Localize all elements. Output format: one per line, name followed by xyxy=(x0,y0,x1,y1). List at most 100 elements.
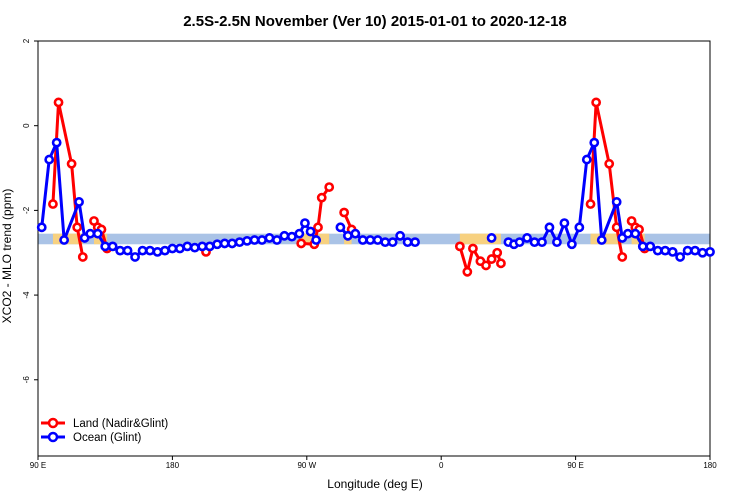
data-point xyxy=(257,235,267,245)
data-point xyxy=(100,241,111,252)
data-point xyxy=(604,158,615,169)
x-tick-label: 180 xyxy=(166,461,180,470)
data-point xyxy=(234,237,245,248)
data-point xyxy=(454,241,465,252)
data-point xyxy=(462,266,473,277)
data-point xyxy=(675,252,686,262)
data-point xyxy=(637,241,648,252)
data-point xyxy=(342,230,353,241)
data-point xyxy=(697,247,708,258)
data-point xyxy=(92,228,103,239)
data-point xyxy=(690,245,700,256)
y-tick-label: -4 xyxy=(22,291,31,299)
data-point xyxy=(552,237,562,248)
data-point xyxy=(227,238,238,249)
y-tick-label: 0 xyxy=(22,123,31,128)
data-point xyxy=(107,241,118,252)
series-layer xyxy=(36,97,715,277)
x-axis-label: Longitude (deg E) xyxy=(327,477,422,491)
data-point xyxy=(522,233,532,243)
data-point xyxy=(316,192,327,203)
data-point xyxy=(492,247,503,258)
data-point xyxy=(335,222,346,233)
x-tick-label: 90 E xyxy=(30,461,46,470)
data-point xyxy=(617,252,628,262)
x-tick-label: 90 E xyxy=(567,461,583,470)
data-point xyxy=(296,238,307,249)
data-point xyxy=(682,245,693,256)
data-point xyxy=(365,235,376,245)
y-axis-label: XCO2 - MLO trend (ppm) xyxy=(0,189,14,324)
data-point xyxy=(174,243,185,254)
legend-land-marker xyxy=(47,417,59,429)
data-point xyxy=(585,199,596,209)
data-point xyxy=(486,254,497,264)
legend-ocean-label: Ocean (Glint) xyxy=(73,432,142,444)
data-point xyxy=(300,218,310,228)
data-point xyxy=(264,233,275,243)
data-point xyxy=(402,237,413,248)
x-tick-label: 180 xyxy=(703,461,717,470)
data-point xyxy=(44,154,55,165)
legend-land-label: Land (Nadir&Glint) xyxy=(73,418,168,430)
data-point xyxy=(645,241,656,252)
data-point xyxy=(115,245,126,256)
series-ocean xyxy=(36,137,715,262)
data-point xyxy=(514,237,525,248)
data-point xyxy=(339,207,350,218)
data-point xyxy=(294,228,305,239)
data-point xyxy=(559,218,570,228)
data-point xyxy=(596,235,607,245)
data-point xyxy=(667,246,678,257)
data-point xyxy=(72,222,83,233)
data-point xyxy=(197,241,208,252)
data-point xyxy=(529,237,540,248)
data-point xyxy=(622,228,633,239)
data-point xyxy=(77,252,88,262)
data-point xyxy=(279,230,290,241)
data-point xyxy=(380,237,391,248)
data-point xyxy=(387,237,398,248)
axis-ticks: 90 E 180 90 W 0 90 E 180 2 0 -2 -4 -6 xyxy=(22,38,717,470)
data-point xyxy=(36,222,47,233)
data-point xyxy=(591,97,602,108)
data-point xyxy=(145,245,155,256)
data-point xyxy=(652,245,663,256)
legend: Land (Nadir&Glint) Ocean (Glint) xyxy=(41,417,168,444)
data-point xyxy=(242,235,252,246)
data-point xyxy=(66,158,77,169)
data-point xyxy=(160,245,170,256)
data-point xyxy=(410,237,420,248)
data-point xyxy=(305,226,316,237)
data-point xyxy=(324,182,335,192)
data-point xyxy=(496,258,506,269)
data-point xyxy=(152,246,163,257)
data-point xyxy=(566,239,577,250)
data-point xyxy=(630,228,641,239)
data-point xyxy=(357,235,368,245)
data-point xyxy=(59,235,70,245)
data-point xyxy=(486,233,497,243)
data-point xyxy=(272,235,282,245)
data-point xyxy=(204,241,215,252)
x-tick-label: 90 W xyxy=(297,461,316,470)
data-point xyxy=(589,137,600,148)
data-point xyxy=(85,228,96,239)
y-tick-label: -6 xyxy=(22,376,31,384)
data-point xyxy=(581,154,592,165)
data-point xyxy=(182,241,193,252)
data-point xyxy=(705,246,715,257)
data-point xyxy=(660,245,671,256)
data-point xyxy=(481,260,491,271)
data-point xyxy=(395,230,406,241)
data-point xyxy=(53,97,64,108)
data-point xyxy=(372,235,383,245)
data-point xyxy=(189,242,200,253)
chart-title: 2.5S-2.5N November (Ver 10) 2015-01-01 t… xyxy=(183,13,567,30)
data-point xyxy=(468,243,478,254)
data-point xyxy=(350,228,361,239)
x-tick-label: 0 xyxy=(439,461,444,470)
series-land xyxy=(48,97,650,277)
data-point xyxy=(313,222,323,233)
data-point xyxy=(48,199,58,209)
